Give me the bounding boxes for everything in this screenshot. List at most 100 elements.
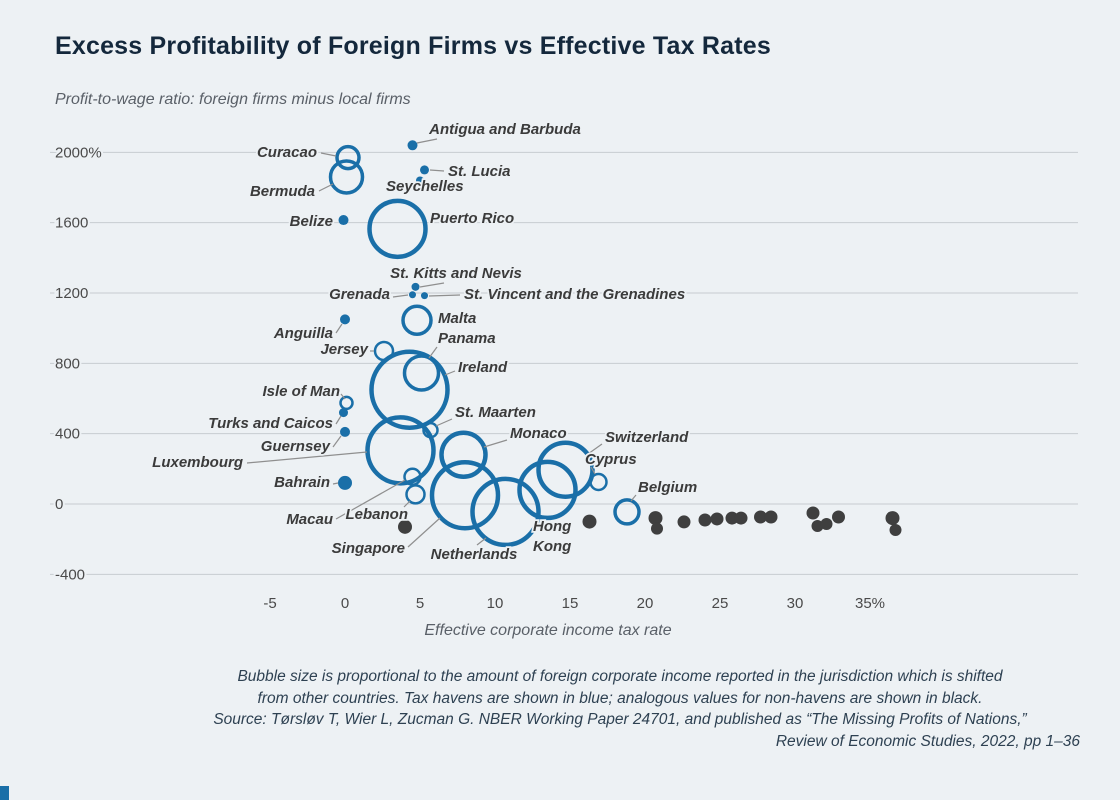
bubble-belize — [338, 215, 349, 226]
bubble-bahrain — [338, 475, 352, 490]
bubble-netherlands — [470, 476, 541, 548]
leader-turks-and-caicos — [335, 415, 342, 425]
x-tick-25: 25 — [712, 595, 729, 612]
leader-st-kitts-and-nevis — [419, 282, 445, 288]
label-hong-kong: Hong Kong — [533, 518, 571, 555]
x-tick-5: 5 — [416, 595, 424, 612]
leader-isle-of-man — [340, 393, 346, 400]
label-puerto-rico: Puerto Rico — [430, 210, 514, 227]
leader-antigua-and-barbuda — [416, 138, 438, 144]
leader-cyprus — [590, 466, 596, 475]
y-tick-400: 400 — [55, 426, 80, 443]
bubble-non-haven-12 — [806, 506, 820, 520]
x-tick-30: 30 — [787, 595, 804, 612]
bubble-jersey — [373, 340, 395, 362]
bubble-st-lucia — [420, 165, 429, 175]
bubble-cyprus — [589, 472, 608, 492]
bubble-seychelles — [416, 176, 424, 185]
label-seychelles: Seychelles — [386, 178, 464, 195]
bubble-puerto-rico — [367, 198, 428, 260]
bubble-non-haven-14 — [820, 518, 833, 531]
footnote: Bubble size is proportional to the amoun… — [160, 666, 1080, 752]
y-tick-1200: 1200 — [55, 285, 88, 302]
bubble-ireland — [369, 349, 450, 430]
bubble-curacao — [335, 144, 361, 171]
bubble-non-haven-3 — [648, 511, 663, 526]
leader-singapore — [407, 517, 441, 548]
label-antigua-and-barbuda: Antigua and Barbuda — [428, 121, 581, 138]
label-netherlands: Netherlands — [431, 546, 518, 563]
bubble-panama — [402, 354, 441, 392]
bubble-non-haven-7 — [710, 512, 724, 526]
bubble-antigua-and-barbuda — [407, 140, 418, 151]
label-grenada: Grenada — [329, 286, 390, 303]
leader-bermuda — [318, 183, 334, 192]
leader-luxembourg — [246, 451, 368, 464]
label-panama: Panama — [438, 330, 496, 347]
bubble-non-haven-10 — [754, 510, 767, 524]
x-axis-title: Effective corporate income tax rate — [424, 622, 672, 639]
bubble-st-vincent-and-the-grenadines — [421, 292, 428, 300]
leader-monaco — [483, 439, 508, 448]
label-bahrain: Bahrain — [274, 474, 330, 491]
y-tick--400: -400 — [55, 566, 85, 583]
x-tick-10: 10 — [487, 595, 504, 612]
nber-brand-mark — [0, 786, 9, 800]
bubble-hong-kong — [517, 459, 578, 521]
x-tick-35%: 35% — [855, 595, 885, 612]
bubble-macau — [403, 467, 422, 486]
label-curacao: Curacao — [257, 144, 317, 161]
bubble-non-haven-15 — [832, 510, 845, 524]
leader-st-maarten — [435, 418, 453, 427]
bubble-st-kitts-and-nevis — [411, 282, 420, 291]
leader-lebanon — [403, 500, 411, 508]
label-monaco: Monaco — [510, 425, 567, 442]
leader-st-vincent-and-the-grenadines — [428, 294, 461, 297]
label-belgium: Belgium — [638, 479, 697, 496]
label-macau: Macau — [286, 511, 333, 528]
x-tick-20: 20 — [637, 595, 654, 612]
footnote-line-4: Review of Economic Studies, 2022, pp 1–3… — [775, 732, 1080, 750]
leader-ireland — [444, 370, 456, 376]
bubble-monaco — [439, 430, 488, 480]
label-st-lucia: St. Lucia — [448, 163, 511, 180]
bubble-st-maarten — [422, 421, 439, 439]
bubble-non-haven-5 — [677, 515, 691, 529]
leader-grenada — [392, 294, 409, 298]
bubble-non-haven-8 — [725, 511, 739, 525]
label-isle-of-man: Isle of Man — [262, 383, 340, 400]
label-jersey: Jersey — [320, 341, 368, 358]
label-st-maarten: St. Maarten — [455, 404, 536, 421]
bubble-non-haven-2 — [582, 514, 597, 529]
label-singapore: Singapore — [332, 540, 405, 557]
label-st-kitts-and-nevis: St. Kitts and Nevis — [390, 265, 522, 282]
footnote-line-3: Source: Tørsløv T, Wier L, Zucman G. NBE… — [213, 711, 1027, 728]
bubble-non-haven-16 — [885, 511, 900, 526]
leader-bahrain — [332, 482, 339, 485]
leader-switzerland — [587, 443, 603, 455]
bubble-non-haven-6 — [698, 513, 712, 527]
label-anguilla: Anguilla — [273, 325, 333, 342]
y-tick-1600: 1600 — [55, 215, 88, 232]
label-lebanon: Lebanon — [346, 506, 409, 523]
bubble-singapore — [429, 459, 501, 531]
bubble-non-haven-13 — [811, 519, 824, 532]
bubble-belgium — [613, 498, 641, 526]
chart-title: Excess Profitability of Foreign Firms vs… — [55, 32, 771, 60]
leader-macau — [335, 479, 406, 520]
leader-anguilla — [335, 323, 343, 334]
x-tick-0: 0 — [341, 595, 349, 612]
bubble-non-haven-9 — [734, 511, 748, 525]
leader-belgium — [630, 494, 637, 502]
bubble-non-haven-11 — [764, 510, 778, 524]
leader-st-lucia — [429, 169, 445, 172]
label-st-vincent-and-the-grenadines: St. Vincent and the Grenadines — [464, 286, 685, 303]
footnote-line-1: Bubble size is proportional to the amoun… — [237, 668, 1003, 685]
label-turks-and-caicos: Turks and Caicos — [208, 415, 333, 432]
bubble-malta — [401, 304, 433, 337]
chart-subtitle: Profit-to-wage ratio: foreign firms minu… — [55, 91, 411, 108]
bubble-non-haven-4 — [651, 522, 663, 535]
bubble-anguilla — [340, 314, 350, 325]
bubble-non-haven-17 — [889, 524, 902, 537]
